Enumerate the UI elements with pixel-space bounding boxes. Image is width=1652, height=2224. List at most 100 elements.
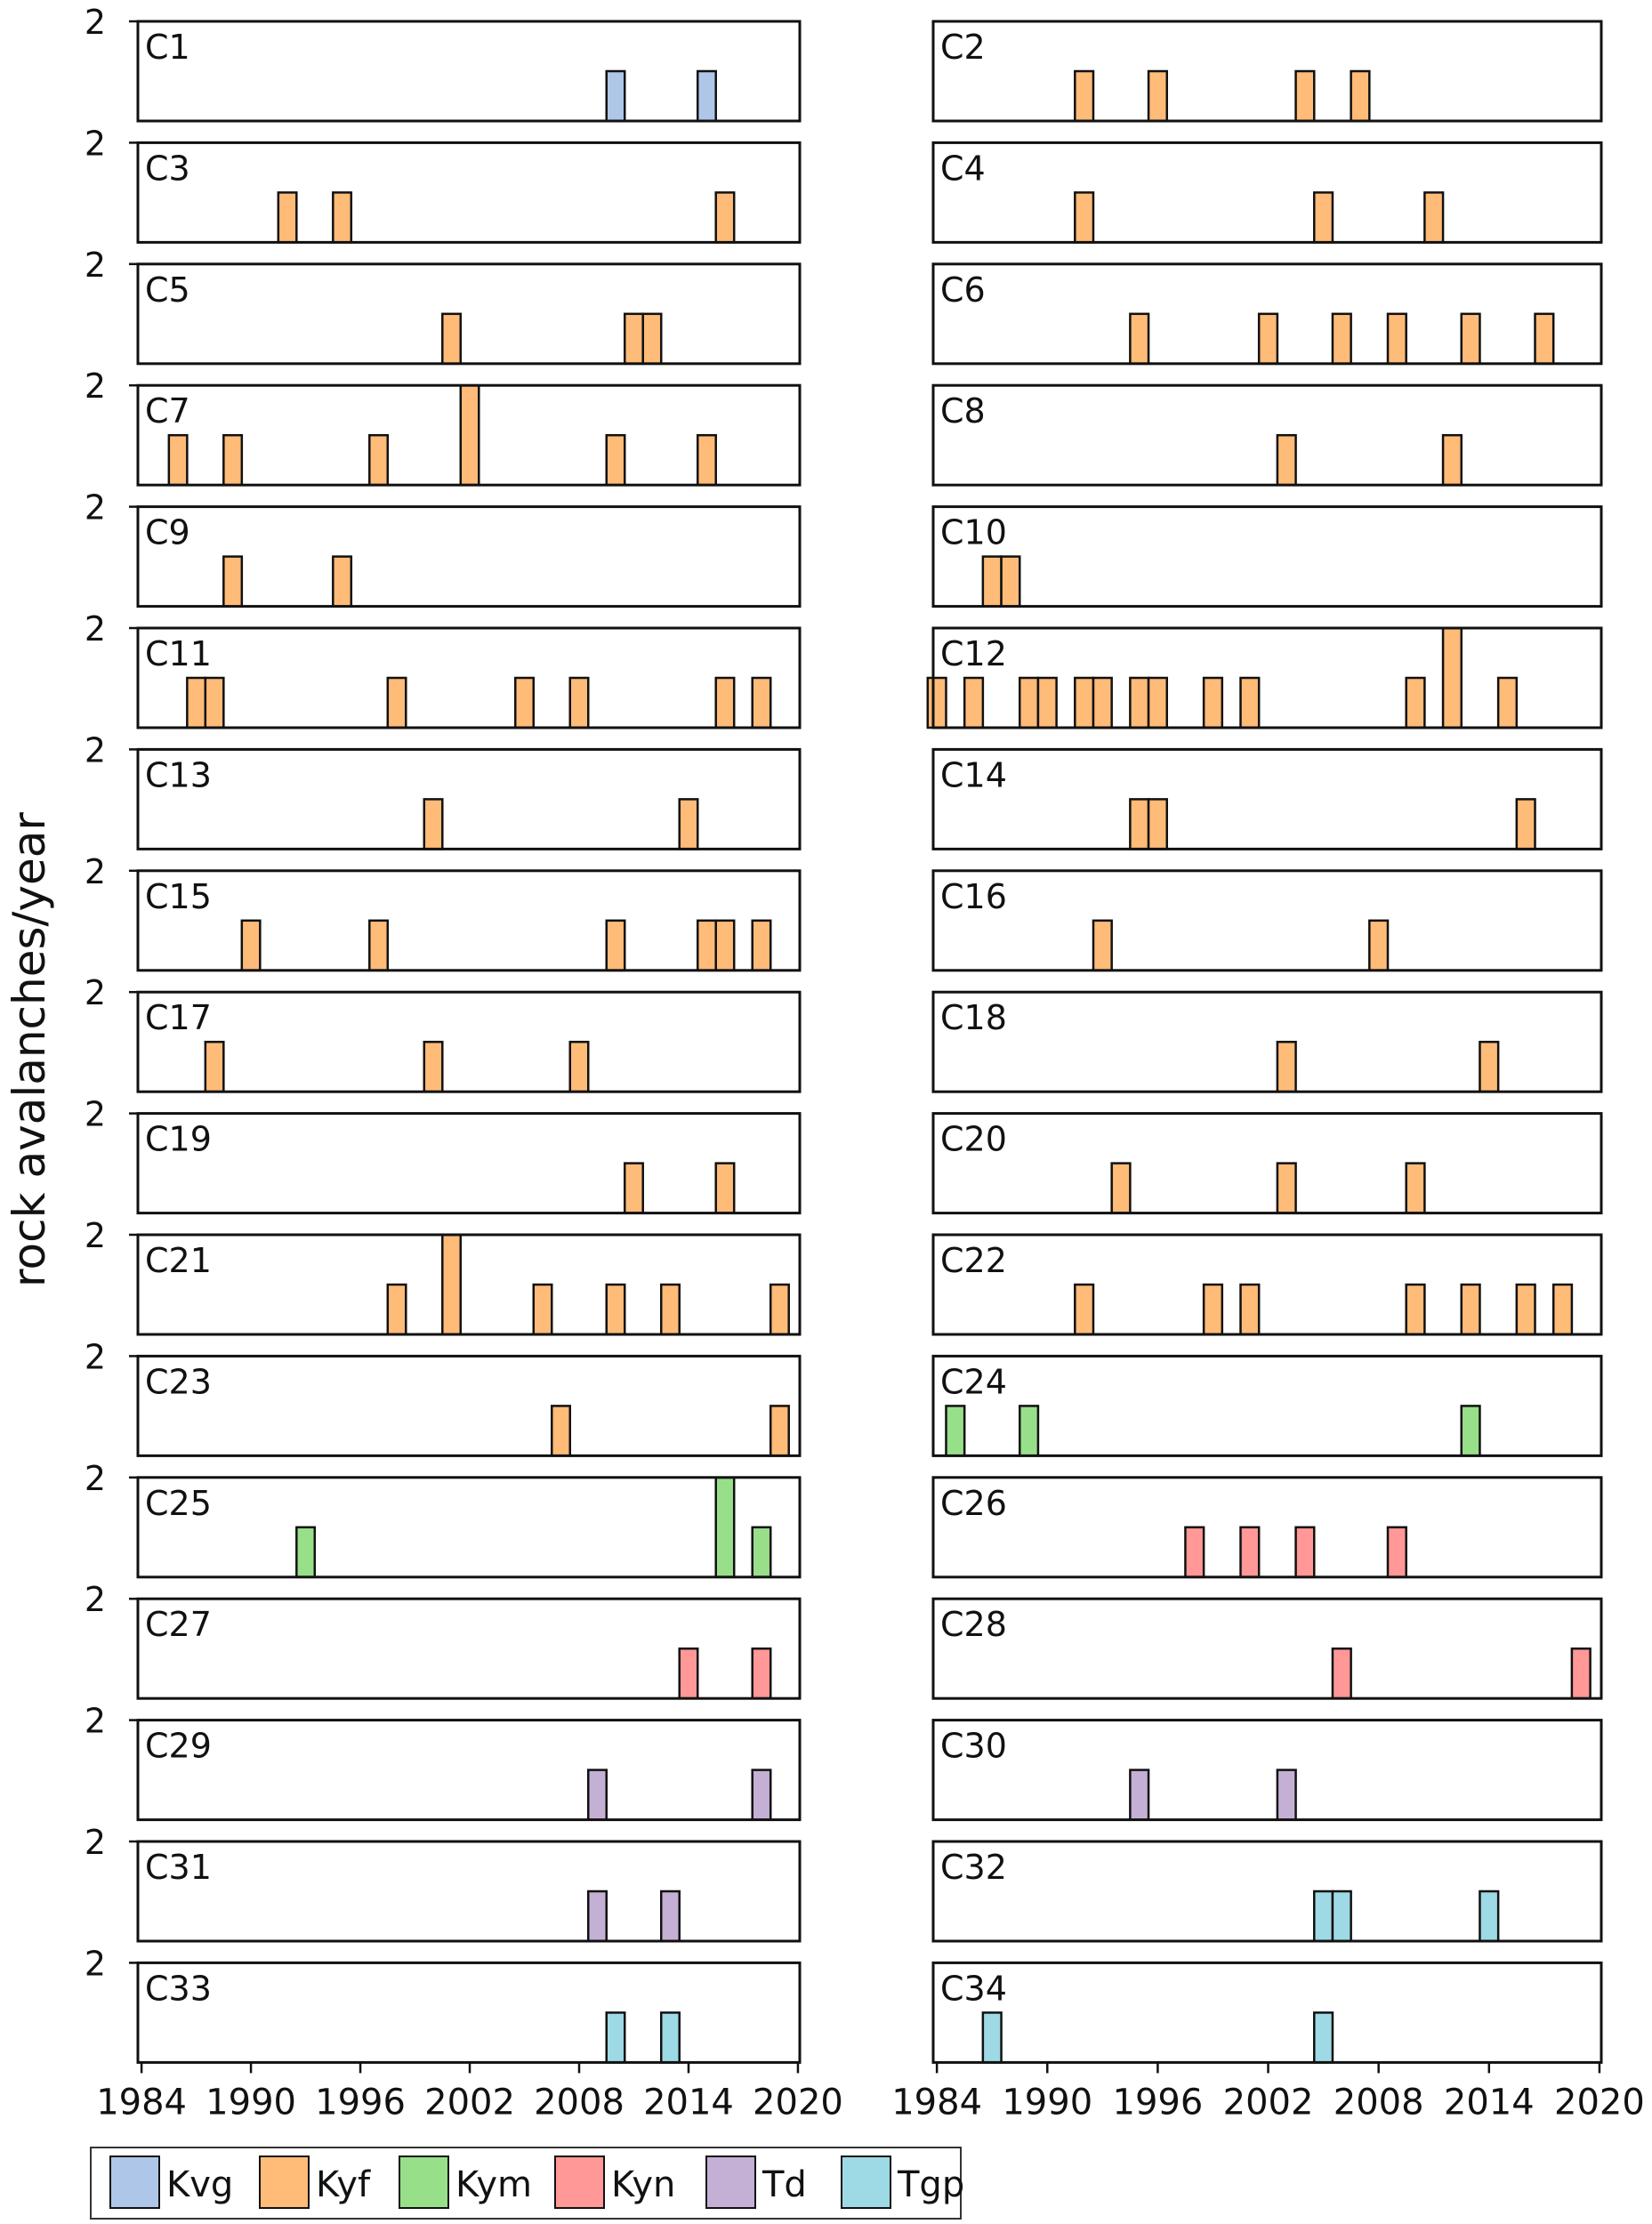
panel-c5: C5 2 [85,246,802,366]
legend-label-td: Td [762,2164,807,2205]
bar-c14-1996 [1147,798,1168,850]
y-tick-label: 2 [85,1095,106,1134]
panel-label: C3 [145,149,190,188]
bar-c21-1998 [386,1283,407,1336]
y-tick-label: 2 [85,609,106,649]
panel-c13: C13 2 [85,730,802,850]
panel-frame [931,1597,1603,1700]
bar-c9-1995 [332,555,353,608]
panel-frame [136,1961,802,2064]
bar-c22-2001 [1239,1283,1261,1336]
bar-c5-2012 [641,312,663,366]
panel-frame [931,1961,1603,2064]
bar-c22-2013 [1460,1283,1481,1336]
y-tick-label: 2 [85,124,106,163]
bar-c12-1995 [1129,676,1150,729]
x-tick-label: 1996 [1113,2082,1204,2123]
panel-frame [931,990,1603,1093]
panel-label: C33 [145,1969,212,2008]
panel-c31: C31 2 [85,1823,802,1943]
panel-frame [931,262,1603,366]
y-tick-label: 2 [85,488,106,528]
y-tick-label: 2 [85,246,106,285]
legend-label-tgp: Tgp [897,2164,964,2205]
panel-c21: C21 2 [85,1216,802,1336]
panel-label: C4 [940,149,986,188]
bar-c30-1995 [1129,1769,1150,1821]
bar-c5-2001 [441,312,463,366]
panel-label: C21 [145,1241,212,1280]
bar-c7-1989 [222,433,244,487]
legend-label-kyf: Kyf [316,2164,371,2205]
panel-c2: C2 [931,20,1603,123]
x-tick-label: 2002 [1223,2082,1314,2123]
bar-c2-1992 [1074,69,1095,123]
panel-frame [931,1112,1603,1215]
bar-c6-2002 [1257,312,1279,366]
panel-label: C25 [145,1484,212,1523]
bar-c4-1992 [1074,191,1095,244]
panel-label: C18 [940,998,1007,1037]
panel-frame [931,747,1603,850]
bar-c25-2018 [751,1526,772,1579]
bar-c21-2019 [769,1283,790,1336]
legend-swatch-kyn [554,2156,605,2209]
bar-c11-1988 [204,676,225,729]
x-tick-label: 1984 [891,2082,982,2123]
panel-label: C13 [145,755,212,794]
bar-c29-2018 [751,1769,772,1821]
bar-c22-2018 [1551,1283,1574,1336]
bar-c2-2007 [1350,69,1371,123]
bar-c26-1998 [1184,1526,1205,1579]
y-tick-label: 2 [85,1944,106,1983]
bar-c15-2016 [714,919,736,972]
bar-c15-2018 [751,919,772,972]
bar-c22-2010 [1405,1283,1426,1336]
bar-c16-2008 [1368,919,1390,972]
panel-c26: C26 [931,1476,1603,1579]
panel-frame [931,383,1603,487]
x-tick-label: 1984 [96,2082,187,2123]
panel-c4: C4 [931,141,1603,244]
legend: Kvg Kyf Kym Kyn Td Tgp [90,2147,964,2220]
legend-label-kyn: Kyn [611,2164,675,2205]
bar-c18-2003 [1276,1040,1297,1093]
panel-label: C7 [145,391,190,431]
panel-label: C8 [940,391,986,431]
bar-c23-2019 [769,1405,790,1457]
bar-c7-2015 [696,433,717,487]
bar-c5-2011 [623,312,644,366]
panel-frame [931,1354,1603,1457]
panel-frame [136,1354,802,1457]
legend-swatch-td [705,2156,756,2209]
panel-frame [931,1840,1603,1943]
x-tick-label: 2020 [753,2082,843,2123]
bar-c6-2013 [1460,312,1481,366]
x-tick-label: 1990 [205,2082,296,2123]
bar-c27-2018 [751,1647,772,1700]
legend-swatch-kym [399,2156,449,2209]
bar-c1-2010 [605,69,626,123]
panel-label: C22 [940,1241,1007,1280]
panel-c19: C19 2 [85,1095,802,1215]
panel-label: C30 [940,1727,1007,1766]
bar-c15-2010 [605,919,626,972]
panel-frame [136,1233,802,1336]
panel-frame [136,626,802,729]
panel-label: C23 [145,1362,212,1401]
bar-c22-2016 [1515,1283,1536,1336]
x-tick-label: 1990 [1002,2082,1092,2123]
bar-c18-2014 [1479,1040,1500,1093]
bar-c20-2003 [1276,1162,1297,1214]
panel-frame [931,869,1603,972]
bar-c11-1987 [186,676,207,729]
panel-c28: C28 [931,1597,1603,1700]
panel-c6: C6 [931,262,1603,366]
panel-frame [136,1840,802,1943]
panel-c7: C7 2 [85,367,802,487]
panels: C12C2C32C4C52C6C72C8C92C10C112C12C132C14… [85,3,1645,2123]
panel-label: C10 [940,513,1007,552]
y-tick-label: 2 [85,1702,106,1741]
bar-c22-1992 [1074,1283,1095,1336]
panel-c12: C12 [926,626,1603,729]
